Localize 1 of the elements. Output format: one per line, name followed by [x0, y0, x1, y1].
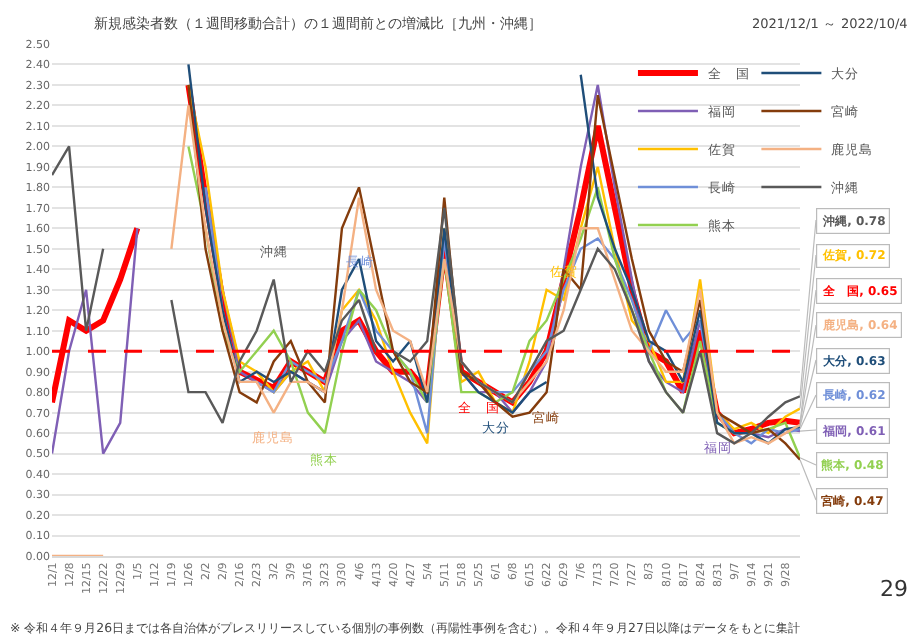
- text: 29: [880, 576, 908, 602]
